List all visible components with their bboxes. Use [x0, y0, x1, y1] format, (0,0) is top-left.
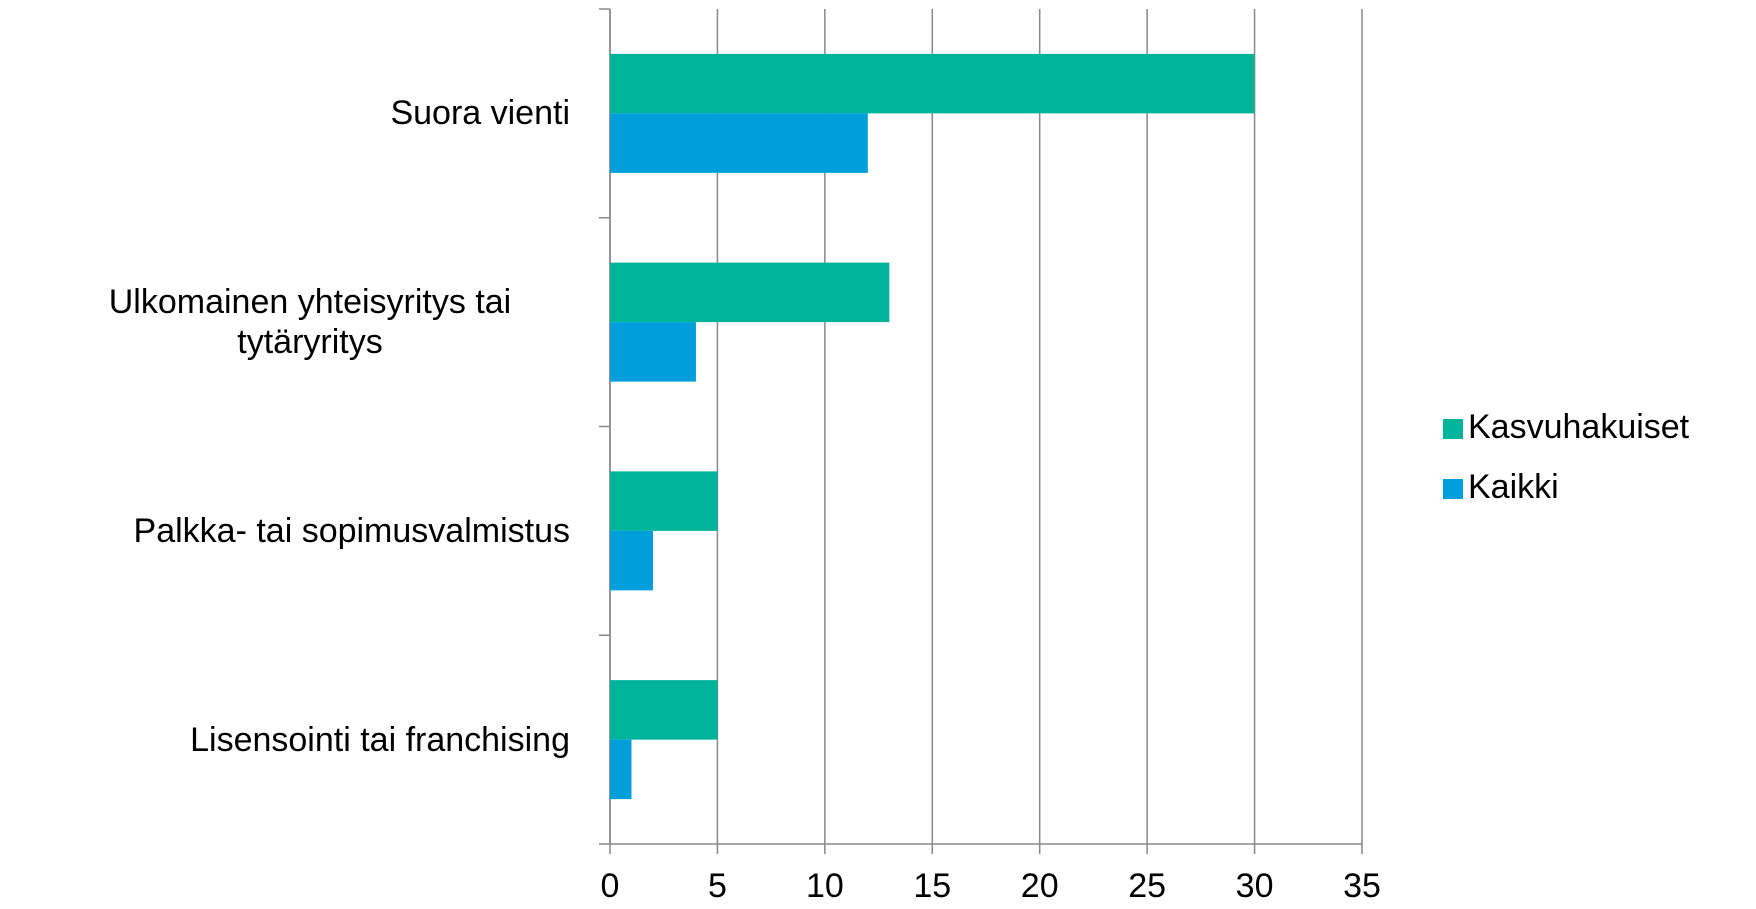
bar: [610, 471, 718, 531]
bar: [610, 530, 653, 591]
y-tick-label: Ulkomainen yhteisyritys tai tytäryritys: [108, 283, 512, 362]
y-tick-label: Suora vienti: [390, 94, 570, 133]
x-tick-label: 10: [806, 867, 844, 905]
bar: [610, 113, 868, 173]
x-tick-label: 0: [601, 867, 620, 905]
x-tick-label: 25: [1128, 867, 1166, 905]
legend-label: Kaikki: [1468, 468, 1559, 506]
legend-swatch: [1443, 419, 1463, 439]
y-tick-label: Lisensointi tai franchising: [190, 720, 570, 759]
x-tick-label: 15: [913, 867, 951, 905]
bar: [610, 680, 718, 740]
bar: [610, 262, 890, 323]
bar: [610, 739, 632, 800]
legend-label: Kasvuhakuiset: [1468, 408, 1690, 446]
bar: [610, 53, 1255, 114]
x-tick-label: 20: [1021, 867, 1059, 905]
x-tick-label: 30: [1236, 867, 1274, 905]
y-tick-label: Palkka- tai sopimusvalmistus: [133, 511, 570, 550]
bar: [610, 322, 696, 382]
x-tick-label: 35: [1343, 867, 1381, 905]
legend-swatch: [1443, 479, 1463, 499]
x-tick-label: 5: [708, 867, 727, 905]
